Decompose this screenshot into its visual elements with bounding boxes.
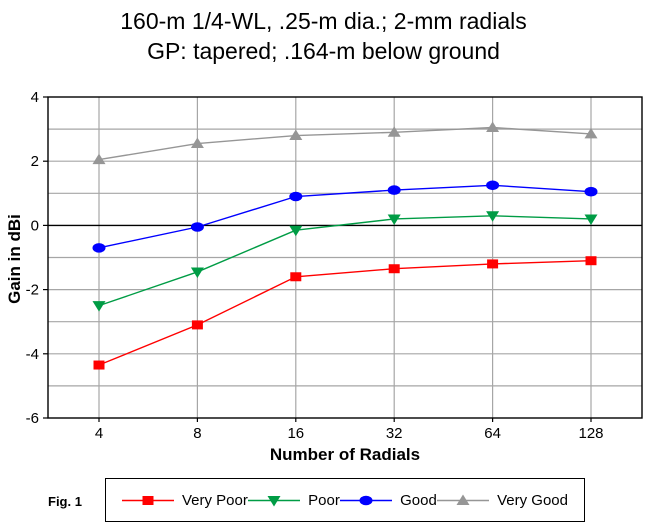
legend-label: Very Good <box>497 491 568 509</box>
plot-border <box>47 96 643 419</box>
marker-square <box>142 495 154 505</box>
marker-square <box>585 256 597 266</box>
y-tick-label: -4 <box>26 346 39 363</box>
legend-marker-ellipse-icon <box>340 495 393 505</box>
x-tick-label: 64 <box>484 425 501 442</box>
y-tick-label: 2 <box>31 153 39 170</box>
series-line-poor <box>98 215 592 307</box>
y-tick-label: 0 <box>31 217 39 234</box>
marker-triangle-up <box>387 126 401 137</box>
legend-item-good: Good <box>340 492 437 509</box>
marker-triangle-down <box>387 214 401 225</box>
marker-ellipse <box>289 191 303 202</box>
y-axis-title: Gain in dBi <box>5 214 24 304</box>
x-tick-label: 128 <box>578 425 603 442</box>
legend-label: Poor <box>308 491 340 509</box>
legend-marker-triangle-up-icon <box>437 494 490 505</box>
y-tick-label: -2 <box>26 282 39 299</box>
chart-title-line2: GP: tapered; .164-m below ground <box>147 38 500 65</box>
marker-triangle-down <box>486 211 500 222</box>
x-axis-title: Number of Radials <box>269 445 421 464</box>
series-line-very-poor <box>98 260 592 366</box>
chart-title-line1: 160-m 1/4-WL, .25-m dia.; 2-mm radials <box>120 8 527 34</box>
marker-ellipse <box>190 222 204 232</box>
y-tick-label: 4 <box>31 89 39 106</box>
legend-marker-triangle-down-icon <box>248 495 301 506</box>
marker-triangle-up <box>190 137 204 149</box>
series-line-good <box>98 184 592 249</box>
chart-title: 160-m 1/4-WL, .25-m dia.; 2-mm radials G… <box>0 6 647 67</box>
marker-triangle-down <box>289 225 303 237</box>
marker-square <box>93 360 105 370</box>
legend-item-very-poor: Very Poor <box>122 492 248 509</box>
marker-triangle-up <box>456 494 470 505</box>
marker-square <box>388 264 400 274</box>
legend-item-very-good: Very Good <box>437 492 568 509</box>
marker-triangle-up <box>289 129 303 141</box>
marker-ellipse <box>584 186 598 197</box>
marker-square <box>191 320 203 330</box>
marker-triangle-up <box>92 153 106 165</box>
marker-ellipse <box>359 495 373 505</box>
x-tick-label: 8 <box>193 425 201 442</box>
marker-triangle-up <box>486 121 500 132</box>
legend-label: Good <box>400 491 437 509</box>
marker-triangle-down <box>92 301 106 312</box>
marker-triangle-up <box>584 127 598 139</box>
marker-square <box>290 272 302 282</box>
x-tick-label: 4 <box>95 425 103 442</box>
y-tick-label: -6 <box>26 410 39 427</box>
marker-square <box>487 259 499 269</box>
marker-ellipse <box>486 180 500 191</box>
legend-marker-square-icon <box>122 495 174 505</box>
x-tick-label: 32 <box>386 425 403 442</box>
marker-triangle-down <box>584 214 598 225</box>
x-tick-label: 16 <box>287 425 304 442</box>
legend: Very Poor Poor Good Very Good <box>105 478 585 522</box>
marker-ellipse <box>92 243 106 253</box>
legend-label: Very Poor <box>182 491 248 509</box>
series-line-very-good <box>98 126 592 161</box>
figure-number-label: Fig. 1 <box>48 494 82 509</box>
marker-ellipse <box>387 185 401 195</box>
marker-triangle-down <box>267 495 281 506</box>
legend-item-poor: Poor <box>248 492 340 509</box>
marker-triangle-down <box>190 267 204 278</box>
